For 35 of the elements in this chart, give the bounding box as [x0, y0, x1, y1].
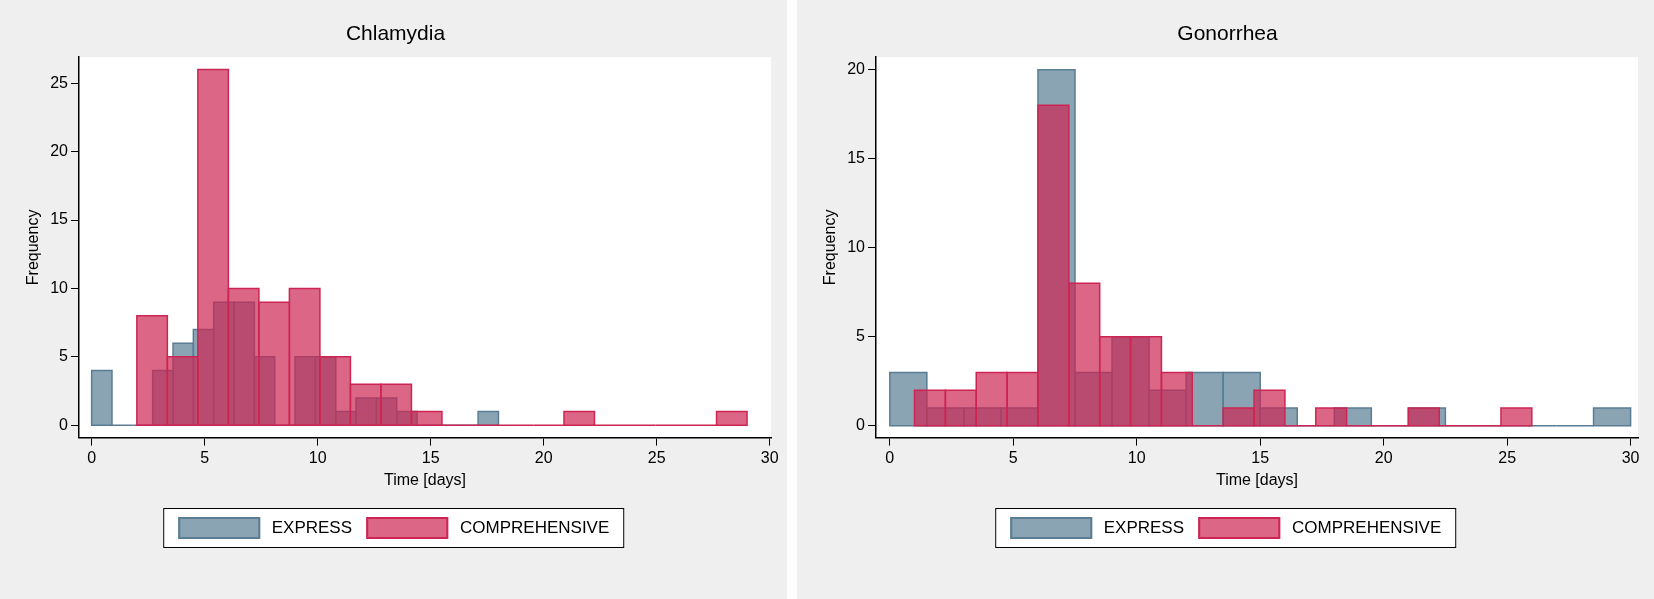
- y-tick-label: 5: [59, 347, 69, 365]
- chart-title: Gonorrhea: [1177, 21, 1279, 45]
- x-tick-label: 20: [1374, 448, 1393, 466]
- y-axis-title: Frequency: [24, 209, 42, 286]
- x-tick-label: 30: [1621, 448, 1640, 466]
- legend-label: COMPREHENSIVE: [1292, 518, 1442, 538]
- y-tick-label: 10: [847, 238, 866, 256]
- x-axis-title: Time [days]: [383, 470, 467, 488]
- x-tick-label: 25: [647, 448, 666, 466]
- x-tick-label: 5: [200, 448, 210, 466]
- x-tick-label: 25: [1498, 448, 1517, 466]
- x-tick-label: 15: [421, 448, 440, 466]
- legend-label: COMPREHENSIVE: [460, 518, 610, 538]
- x-tick-label: 5: [1008, 448, 1018, 466]
- legend-label: EXPRESS: [271, 518, 353, 538]
- y-tick-label: 20: [847, 60, 866, 78]
- x-tick-label: 10: [308, 448, 327, 466]
- y-tick-label: 0: [59, 415, 69, 433]
- y-tick-label: 20: [50, 142, 69, 160]
- y-tick-label: 0: [856, 416, 866, 434]
- y-tick-label: 15: [50, 210, 69, 228]
- y-tick-label: 10: [50, 278, 69, 296]
- x-tick-label: 20: [534, 448, 553, 466]
- y-tick-label: 15: [847, 149, 866, 167]
- legend-label: EXPRESS: [1103, 518, 1185, 538]
- y-tick-label: 5: [856, 327, 866, 345]
- x-axis-title: Time [days]: [1215, 470, 1299, 488]
- x-tick-label: 30: [760, 448, 779, 466]
- x-tick-label: 0: [87, 448, 97, 466]
- y-tick-label: 25: [50, 73, 69, 91]
- x-tick-label: 0: [885, 448, 895, 466]
- chart-title: Chlamydia: [345, 21, 446, 45]
- x-tick-label: 15: [1251, 448, 1270, 466]
- x-tick-label: 10: [1127, 448, 1146, 466]
- y-axis-title: Frequency: [821, 209, 839, 286]
